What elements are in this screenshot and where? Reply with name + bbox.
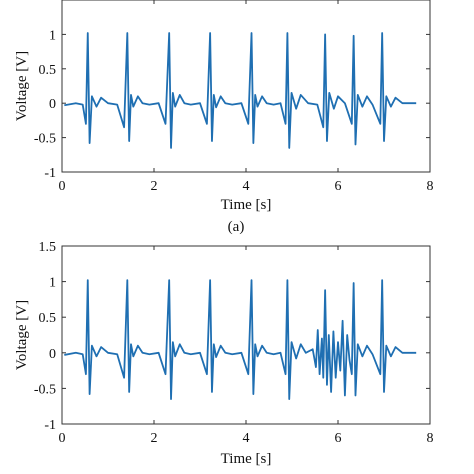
series-line xyxy=(64,279,417,400)
y-tick-label: -1 xyxy=(44,418,56,433)
x-tick-label: 2 xyxy=(151,431,158,446)
x-tick-label: 4 xyxy=(243,179,250,194)
y-axis-label: Voltage [V] xyxy=(14,51,30,121)
x-tick-label: 2 xyxy=(151,179,158,194)
x-tick-label: 6 xyxy=(335,179,342,194)
plot-area-frame xyxy=(61,245,431,425)
y-tick-label: -0.5 xyxy=(34,382,56,397)
chart-panel-a: 0 2 4 6 8 -1 -0.5 0 0.5 1 Time [s] Voltage [V] (a) xyxy=(14,0,434,235)
y-tick-label: 0.5 xyxy=(39,63,57,78)
y-tick-label: -0.5 xyxy=(34,132,56,147)
y-axis-label: Voltage [V] xyxy=(14,300,30,370)
panel-caption: (a) xyxy=(228,219,245,235)
series-line xyxy=(64,32,417,149)
x-axis-label: Time [s] xyxy=(221,197,272,213)
y-tick-label: 1.5 xyxy=(39,240,57,255)
plot-area-frame xyxy=(61,0,431,173)
y-tick-label: 1 xyxy=(49,28,56,43)
y-tick-label: 0 xyxy=(49,97,56,112)
x-axis-label: Time [s] xyxy=(221,451,272,467)
x-tick-label: 4 xyxy=(243,431,250,446)
x-tick-label: 8 xyxy=(427,179,434,194)
y-tick-label: 0.5 xyxy=(39,311,57,326)
x-tick-label: 6 xyxy=(335,431,342,446)
y-tick-label: 1 xyxy=(49,276,56,291)
y-tick-label: -1 xyxy=(44,166,56,181)
x-tick-label: 0 xyxy=(59,431,66,446)
y-tick-label: 0 xyxy=(49,347,56,362)
x-tick-label: 8 xyxy=(427,431,434,446)
x-tick-label: 0 xyxy=(59,179,66,194)
chart-panel-b: 0 2 4 6 8 -1 -0.5 0 0.5 1 1.5 Time [s] Voltage [V] xyxy=(14,240,434,467)
